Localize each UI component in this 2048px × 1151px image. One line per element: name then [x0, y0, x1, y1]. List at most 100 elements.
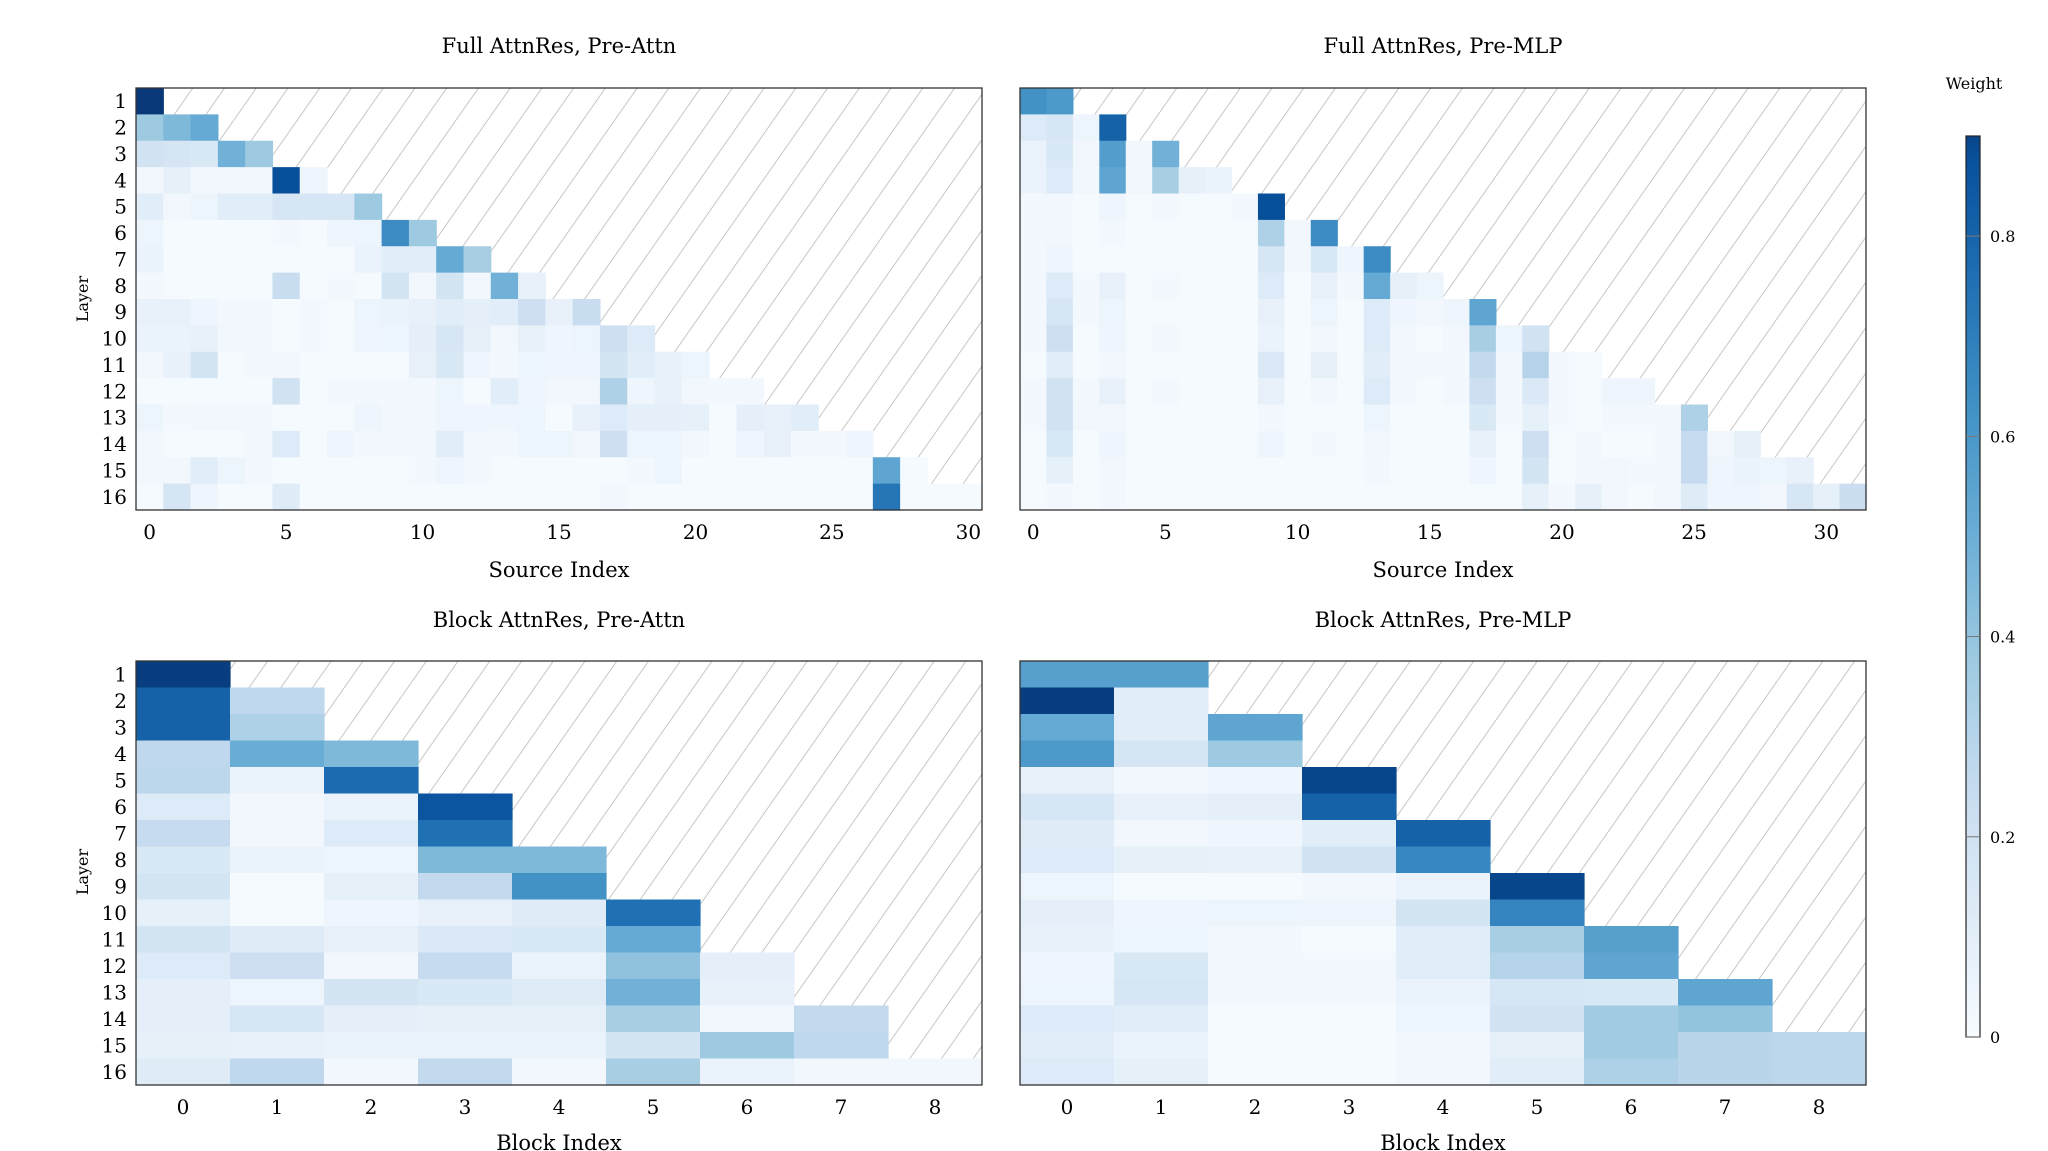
heatmap-cell: [1310, 272, 1338, 300]
heatmap-cell: [1302, 979, 1397, 1007]
heatmap-cell: [327, 193, 355, 221]
heatmap-cell: [512, 899, 607, 927]
heatmap-cell: [1152, 299, 1180, 326]
heatmap-cell: [1575, 483, 1603, 511]
heatmap-cell: [1680, 457, 1708, 485]
heatmap-cell: [163, 246, 192, 274]
heatmap-cell: [299, 193, 328, 221]
heatmap-cell: [408, 457, 437, 485]
heatmap-cell: [627, 483, 656, 511]
heatmap-cell: [1205, 246, 1233, 274]
y-tick-label: 11: [102, 927, 127, 951]
heatmap-cell: [245, 246, 274, 274]
heatmap-cell: [1257, 193, 1285, 221]
heatmap-cell: [1284, 299, 1312, 326]
heatmap-cell: [1208, 846, 1303, 874]
heatmap-cell: [1257, 325, 1285, 353]
heatmap-cell: [900, 483, 929, 511]
heatmap-cell: [163, 430, 192, 458]
heatmap-cell: [1020, 378, 1048, 406]
heatmap-cell: [463, 457, 492, 485]
heatmap-cell: [490, 483, 519, 511]
heatmap-cell: [1125, 325, 1153, 353]
heatmap-cell: [1099, 140, 1127, 168]
heatmap-cell: [136, 926, 231, 954]
x-tick-label: 10: [1285, 520, 1310, 544]
heatmap-cell: [245, 404, 274, 432]
heatmap-cell: [1678, 1032, 1773, 1060]
heatmap-cell: [1416, 457, 1444, 485]
x-tick-label: 8: [1813, 1095, 1826, 1119]
heatmap-cell: [1152, 483, 1180, 511]
heatmap-cell: [1363, 483, 1391, 511]
heatmap-cell: [700, 1005, 795, 1033]
heatmap-cell: [490, 272, 519, 300]
heatmap-cell: [1257, 430, 1285, 458]
y-tick-label: 1: [114, 89, 127, 113]
heatmap-cell: [545, 483, 574, 511]
colorbar-gradient: [1965, 135, 1981, 1038]
heatmap-cell: [1416, 351, 1444, 379]
heatmap-cell: [888, 1058, 983, 1086]
heatmap-cell: [245, 430, 274, 458]
heatmap-cell: [1786, 483, 1814, 511]
heatmap-cell: [700, 1032, 795, 1060]
heatmap-cell: [1680, 483, 1708, 511]
heatmap-cell: [1046, 114, 1074, 142]
heatmap-cell: [681, 483, 710, 511]
x-tick-label: 4: [553, 1095, 566, 1119]
heatmap-cell: [845, 483, 874, 511]
panel-full-pre-attn: Full AttnRes, Pre-Attn 12345678910111213…: [73, 34, 983, 582]
heatmap-cell: [1284, 483, 1312, 511]
heatmap-cell: [1046, 167, 1074, 195]
plot-frame: [1019, 87, 1867, 511]
x-axis-label: Source Index: [489, 558, 630, 582]
heatmap-cell: [1046, 299, 1074, 326]
heatmap-cell: [217, 193, 246, 221]
heatmap-cell: [490, 404, 519, 432]
heatmap-cell: [1396, 820, 1491, 848]
heatmap-cell: [606, 899, 701, 927]
heatmap-cell: [1654, 483, 1682, 511]
panel-title: Full AttnRes, Pre-MLP: [1323, 34, 1562, 58]
heatmap-cell: [230, 846, 325, 874]
heatmap-cell: [1208, 767, 1303, 795]
heatmap-cell: [1416, 299, 1444, 326]
y-tick-label: 1: [114, 662, 127, 686]
heatmap-cell: [736, 378, 765, 406]
heatmap-cell: [136, 661, 231, 689]
heatmap-cell: [299, 457, 328, 485]
heatmap-cell: [1680, 404, 1708, 432]
heatmap-cell: [1072, 114, 1100, 142]
x-tick-label: 20: [683, 520, 708, 544]
heatmap-cell: [1152, 193, 1180, 221]
heatmap-cell: [1125, 404, 1153, 432]
heatmap-cell: [1046, 272, 1074, 300]
heatmap-cells: [136, 661, 983, 1086]
heatmap-cell: [572, 457, 601, 485]
heatmap-cell: [163, 325, 192, 353]
heatmap-cell: [136, 1058, 231, 1086]
heatmap-cell: [709, 430, 737, 458]
heatmap-cell: [217, 483, 246, 511]
heatmap-cell: [1020, 820, 1115, 848]
heatmap-cell: [1390, 351, 1418, 379]
heatmap-cell: [599, 430, 628, 458]
heatmap-cell: [545, 351, 574, 379]
heatmap-cell: [572, 299, 601, 326]
heatmap-cell: [1302, 820, 1397, 848]
heatmap-cell: [790, 404, 819, 432]
heatmap-cell: [545, 325, 574, 353]
heatmap-cell: [163, 404, 192, 432]
heatmap-cell: [1284, 378, 1312, 406]
heatmap-cell: [272, 299, 301, 326]
heatmap-cells: [1020, 88, 1867, 511]
x-tick-label: 15: [1417, 520, 1442, 544]
heatmap-cell: [1114, 979, 1209, 1007]
heatmap-cell: [1072, 404, 1100, 432]
heatmap-cell: [1208, 1032, 1303, 1060]
heatmap-cell: [1601, 404, 1629, 432]
heatmap-cell: [1099, 219, 1127, 247]
heatmap-cell: [490, 325, 519, 353]
heatmap-cell: [1396, 952, 1491, 980]
